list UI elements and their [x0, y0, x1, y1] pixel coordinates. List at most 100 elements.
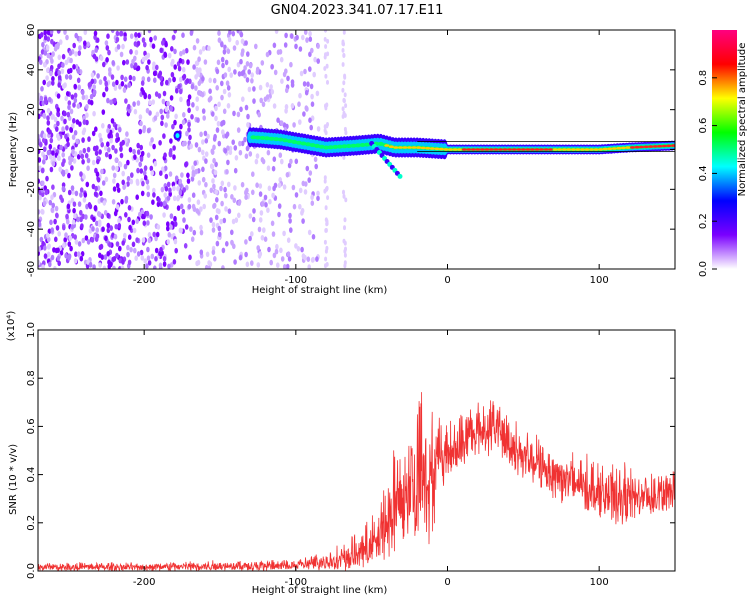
ridge-core [602, 147, 608, 151]
noise-speck [67, 255, 71, 261]
streak-speck [343, 263, 347, 269]
noise-speck [114, 223, 118, 230]
noise-speck [152, 143, 156, 150]
noise-speck [147, 232, 152, 238]
y-tick-label: 1.0 [26, 322, 37, 338]
ridge-inner [318, 144, 325, 149]
noise-speck [117, 222, 122, 229]
noise-speck [72, 102, 76, 108]
noise-speck [80, 89, 85, 96]
noise-speck [136, 40, 141, 47]
streak-speck [342, 238, 346, 244]
noise-speck [211, 249, 216, 256]
noise-speck [170, 71, 175, 78]
colorbar-tick-label: 0.8 [698, 70, 709, 86]
noise-speck [187, 127, 191, 133]
noise-speck [63, 118, 67, 125]
noise-speck [297, 101, 301, 107]
ridge-core [384, 144, 390, 147]
noise-speck [308, 51, 312, 58]
noise-speck [315, 90, 320, 97]
signal-blob-core [175, 133, 180, 139]
noise-speck [233, 69, 237, 75]
noise-speck [244, 153, 249, 159]
noise-speck [77, 50, 82, 56]
noise-speck [47, 129, 52, 135]
noise-speck [149, 36, 153, 43]
noise-speck [115, 36, 120, 43]
noise-speck [225, 241, 229, 247]
noise-speck [54, 247, 59, 254]
spectrogram-heatmap [38, 30, 675, 269]
streak-speck [323, 66, 327, 71]
noise-speck [115, 241, 120, 247]
noise-speck [238, 140, 242, 147]
noise-speck [199, 229, 204, 236]
streak-speck [324, 103, 327, 109]
y-tick-label: 0.4 [26, 467, 37, 483]
noise-speck [108, 153, 112, 160]
noise-speck [46, 52, 51, 59]
noise-speck [64, 168, 69, 175]
noise-speck [55, 126, 59, 132]
noise-speck [72, 201, 77, 207]
noise-speck [246, 51, 250, 57]
noise-speck [117, 217, 121, 224]
noise-speck [136, 142, 140, 149]
noise-speck [159, 170, 163, 176]
streak-speck [325, 63, 329, 69]
noise-speck [57, 231, 61, 237]
noise-speck [182, 217, 186, 223]
ridge-core [625, 146, 631, 149]
noise-speck [237, 71, 242, 77]
noise-speck [42, 200, 47, 207]
noise-speck [92, 90, 97, 96]
noise-speck [121, 179, 125, 186]
noise-speck [287, 256, 292, 262]
streak-speck [324, 205, 328, 211]
noise-speck [109, 225, 113, 231]
noise-speck [230, 239, 234, 246]
ridge-core [461, 148, 467, 151]
noise-speck [63, 237, 67, 243]
noise-speck [252, 208, 256, 214]
noise-speck [284, 32, 288, 39]
ridge-core [429, 147, 435, 150]
ridge-core [493, 148, 499, 151]
noise-speck [306, 81, 310, 87]
noise-speck [149, 214, 153, 220]
noise-speck [288, 212, 292, 219]
noise-speck [105, 57, 109, 63]
noise-speck [244, 194, 248, 200]
noise-speck [38, 157, 42, 163]
noise-speck [106, 212, 110, 219]
colorbar: 0.0 0.2 0.4 0.6 0.8 Normalized spectral ampl… [698, 30, 748, 277]
noise-speck [146, 127, 151, 134]
noise-speck [196, 117, 200, 123]
noise-speck [79, 192, 83, 198]
snr-multiplier-label: (x10⁴) [6, 311, 17, 342]
noise-speck [231, 218, 236, 225]
noise-speck [225, 80, 230, 86]
noise-speck [48, 154, 53, 160]
noise-speck [263, 236, 268, 242]
noise-speck [47, 96, 52, 103]
noise-speck [81, 94, 86, 101]
noise-speck [115, 30, 120, 37]
noise-speck [110, 74, 115, 80]
noise-speck [169, 148, 173, 154]
colorbar-tick-label: 0.2 [698, 213, 709, 229]
noise-speck [176, 205, 181, 211]
noise-speck [303, 68, 307, 75]
noise-speck [68, 235, 73, 241]
noise-speck [120, 81, 125, 87]
noise-speck [139, 168, 144, 174]
noise-speck [134, 32, 138, 38]
noise-speck [150, 137, 154, 143]
noise-speck [77, 201, 82, 207]
noise-speck [45, 75, 49, 81]
noise-speck [309, 124, 314, 131]
noise-speck [118, 245, 122, 252]
noise-speck [129, 49, 133, 55]
